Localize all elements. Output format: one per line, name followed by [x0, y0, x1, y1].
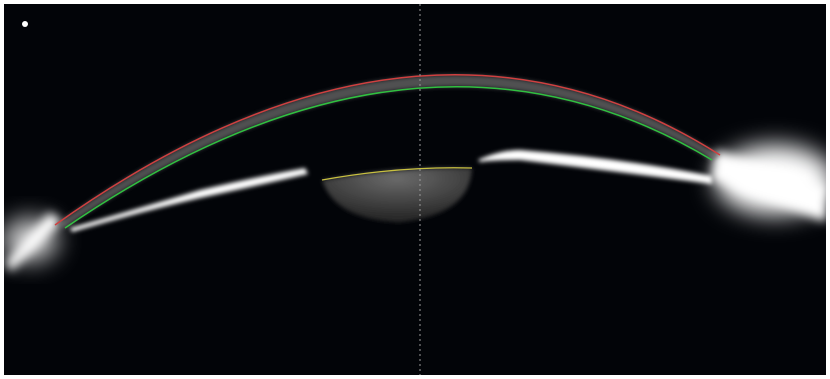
marker-dot — [22, 21, 28, 27]
scan-image — [0, 0, 830, 379]
page — [0, 0, 830, 379]
